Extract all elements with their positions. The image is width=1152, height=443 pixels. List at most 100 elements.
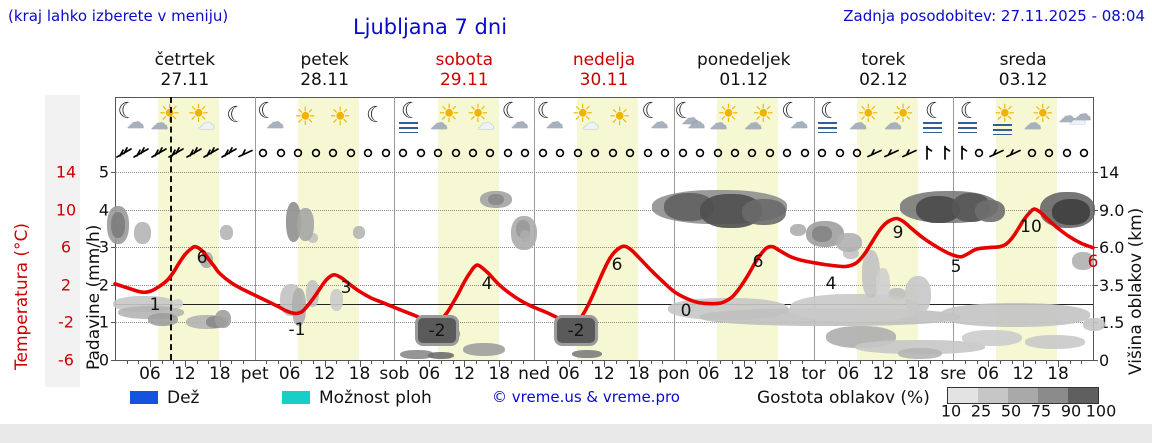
weather-icon: ☀ ☁ bbox=[744, 99, 775, 134]
time-label: 18 bbox=[767, 364, 790, 384]
showers-legend-swatch bbox=[282, 391, 310, 404]
weather-icon: ☀ bbox=[988, 100, 1024, 138]
copyright-link[interactable]: © vreme.us & vreme.pro bbox=[492, 388, 680, 406]
weather-icon: ☾ bbox=[918, 100, 954, 138]
time-tick bbox=[1046, 360, 1048, 364]
time-tick bbox=[627, 360, 629, 364]
left-axis-tick bbox=[111, 247, 115, 249]
time-tick bbox=[359, 360, 361, 367]
day-header: sreda 03.12 bbox=[998, 50, 1048, 90]
time-tick bbox=[406, 360, 408, 364]
cloud-tick-label: 1.5 bbox=[1099, 313, 1125, 333]
weather-icon: ☾ ☁ bbox=[781, 99, 809, 133]
wind-symbol bbox=[660, 148, 670, 158]
day-header: ponedeljek 01.12 bbox=[696, 50, 791, 90]
wind-symbol bbox=[276, 148, 286, 158]
weather-icon: ☾ ☁ bbox=[501, 99, 529, 133]
location-hint: (kraj lahko izberete v meniju) bbox=[8, 7, 229, 25]
zero-degree-line bbox=[115, 303, 1093, 305]
time-tick bbox=[173, 360, 175, 364]
time-tick bbox=[685, 360, 687, 364]
time-tick bbox=[662, 360, 664, 364]
weather-icon: ☾ ☁ bbox=[641, 99, 669, 133]
wind-symbol bbox=[866, 149, 882, 158]
day-abbrev-label: pet bbox=[240, 364, 269, 384]
extreme-temp-label: 6 bbox=[196, 248, 208, 268]
cloud-tick-label: 6.0 bbox=[1099, 238, 1125, 258]
time-tick bbox=[1081, 360, 1083, 364]
cloud-density-segment bbox=[1038, 388, 1068, 403]
wind-symbol bbox=[625, 148, 635, 158]
time-label: 06 bbox=[278, 364, 301, 384]
time-label: 18 bbox=[628, 364, 650, 384]
cloud-density-scale bbox=[947, 387, 1099, 404]
time-tick bbox=[1034, 360, 1036, 364]
wind-symbol bbox=[203, 147, 219, 158]
time-tick bbox=[860, 360, 862, 364]
wind-symbol bbox=[133, 147, 150, 158]
cloud-blob bbox=[790, 294, 920, 322]
time-tick bbox=[569, 360, 571, 367]
right-axis-tick bbox=[1093, 172, 1098, 173]
cloud-blob bbox=[306, 280, 319, 307]
time-tick bbox=[243, 360, 245, 364]
right-axis-tick bbox=[1093, 247, 1098, 249]
weather-icon: ☁ ☁ ☁ bbox=[1058, 104, 1092, 129]
wind-symbol bbox=[961, 145, 968, 160]
day-abbrev-label: pon bbox=[657, 364, 690, 384]
wind-symbol bbox=[364, 148, 373, 158]
precip-tick-label: 5 bbox=[98, 162, 110, 182]
wind-symbol bbox=[259, 148, 268, 158]
time-label: 18 bbox=[907, 364, 930, 384]
time-tick bbox=[371, 360, 373, 364]
wind-symbol bbox=[329, 148, 338, 158]
grid-line bbox=[115, 172, 1093, 173]
time-tick bbox=[441, 360, 442, 364]
time-tick bbox=[592, 360, 594, 364]
footer-band bbox=[0, 424, 1152, 443]
wind-symbol bbox=[943, 145, 950, 160]
wind-symbol bbox=[748, 148, 757, 158]
time-tick bbox=[604, 360, 605, 367]
cloud-tick-label: 14 bbox=[1099, 163, 1120, 182]
weather-icon: ☾ bbox=[226, 103, 246, 128]
temp-tick-label: 10 bbox=[55, 200, 77, 220]
time-tick bbox=[1058, 360, 1060, 367]
time-tick bbox=[801, 360, 803, 364]
temp-tick-label: 6 bbox=[60, 237, 72, 257]
weather-icon: ☀ ☁ bbox=[709, 99, 740, 134]
cloud-density-value: 25 bbox=[970, 401, 992, 421]
wind-symbol bbox=[926, 145, 933, 160]
cloud-blob bbox=[975, 200, 1005, 222]
precip-tick-label: 2 bbox=[98, 275, 110, 295]
wind-symbol bbox=[468, 148, 478, 158]
time-tick bbox=[638, 360, 640, 367]
time-tick bbox=[219, 360, 221, 367]
time-tick bbox=[1069, 360, 1071, 364]
time-tick bbox=[650, 360, 652, 364]
wind-symbol bbox=[835, 148, 844, 158]
time-tick bbox=[778, 360, 780, 367]
time-tick bbox=[522, 360, 524, 364]
time-tick bbox=[138, 360, 140, 364]
time-tick bbox=[231, 360, 233, 364]
time-tick bbox=[1023, 360, 1025, 367]
time-tick bbox=[161, 360, 163, 364]
time-tick bbox=[324, 360, 326, 367]
cloud-axis-title: Višina oblakov (km) bbox=[1126, 207, 1146, 375]
cloud-tick-label: 3.5 bbox=[1099, 275, 1125, 295]
wind-symbol bbox=[818, 148, 827, 158]
wind-symbol bbox=[573, 148, 582, 158]
time-tick bbox=[580, 360, 582, 364]
time-tick bbox=[557, 360, 559, 364]
wind-symbol bbox=[800, 148, 810, 158]
extreme-temp-label: 5 bbox=[950, 257, 962, 277]
weather-icon: ☀ ☁ bbox=[883, 99, 915, 134]
wind-symbol bbox=[416, 148, 425, 158]
weather-icon: ☾ bbox=[813, 100, 849, 138]
time-tick bbox=[848, 360, 850, 367]
day-header: četrtek 27.11 bbox=[154, 50, 216, 90]
precip-tick-label: 3 bbox=[98, 237, 110, 257]
weather-icon: ☀ ☁ bbox=[429, 99, 461, 134]
time-tick bbox=[790, 360, 792, 364]
